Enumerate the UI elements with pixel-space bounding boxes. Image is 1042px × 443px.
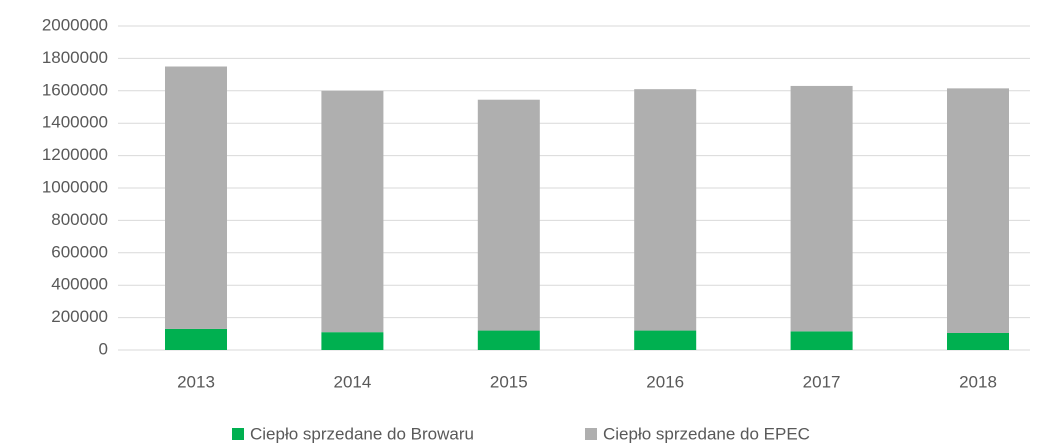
x-tick-label: 2016: [646, 372, 684, 391]
bar-segment: [947, 88, 1009, 333]
y-tick-label: 400000: [51, 275, 108, 294]
legend-label: Ciepło sprzedane do Browaru: [250, 424, 474, 443]
x-tick-label: 2017: [803, 372, 841, 391]
x-tick-label: 2018: [959, 372, 997, 391]
y-tick-label: 1000000: [42, 177, 108, 196]
x-tick-label: 2015: [490, 372, 528, 391]
bar-segment: [790, 85, 853, 332]
y-tick-label: 200000: [51, 307, 108, 326]
bar-segment: [790, 331, 853, 350]
bar-segment: [165, 66, 227, 329]
y-tick-label: 1400000: [42, 113, 108, 132]
y-tick-label: 1600000: [42, 80, 108, 99]
bar-segment: [321, 90, 384, 333]
bar-segment: [634, 89, 697, 331]
y-tick-label: 1800000: [42, 48, 108, 67]
y-tick-label: 1200000: [42, 145, 108, 164]
x-tick-label: 2013: [177, 372, 215, 391]
legend-label: Ciepło sprzedane do EPEC: [603, 424, 810, 443]
y-tick-label: 0: [99, 339, 108, 358]
x-tick-label: 2014: [333, 372, 371, 391]
y-tick-label: 2000000: [42, 15, 108, 34]
legend-swatch: [232, 428, 244, 440]
bar-segment: [477, 330, 540, 350]
y-tick-label: 600000: [51, 242, 108, 261]
legend-swatch: [585, 428, 597, 440]
bar-segment: [165, 328, 227, 350]
bar-segment: [947, 332, 1009, 350]
bar-segment: [634, 330, 697, 350]
bar-segment: [477, 99, 540, 331]
y-tick-label: 800000: [51, 210, 108, 229]
bar-segment: [321, 332, 384, 350]
